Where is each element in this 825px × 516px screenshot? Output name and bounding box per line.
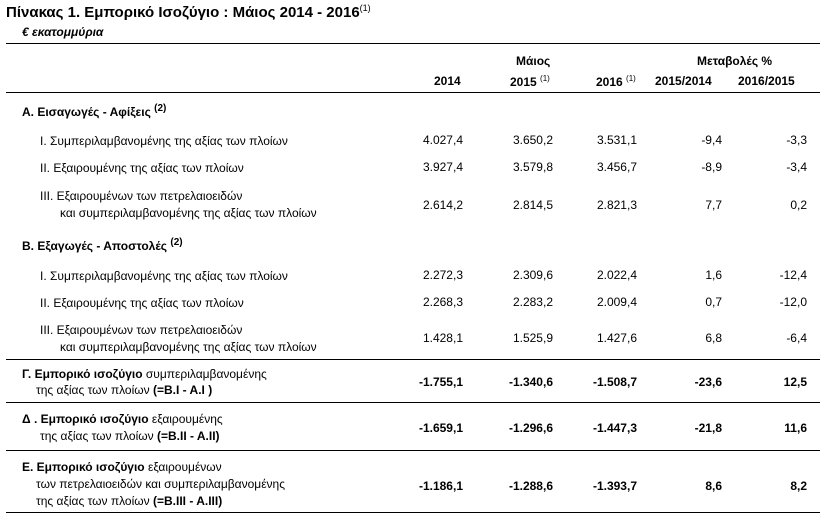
- row-label: ΙΙΙ. Εξαιρουμένων των πετρελαιοειδών: [40, 323, 243, 337]
- cell-change-1: 1,6: [705, 268, 722, 282]
- cell-2015: 1.525,9: [512, 331, 553, 345]
- header-change-2016-2015: 2016/2015: [738, 74, 795, 88]
- cell-change-1: 7,7: [705, 198, 722, 212]
- cell-2015: 3.579,8: [512, 160, 553, 174]
- row-label: ΙΙ. Εξαιρουμένης της αξίας των πλοίων: [40, 161, 244, 175]
- header-2015: 2015 (1): [510, 74, 550, 89]
- row-label: Γ. Εμπορικό ισοζύγιο συμπεριλαμβανομένης: [22, 367, 267, 381]
- cell-change-1: -9,4: [701, 133, 722, 147]
- cell-2016: -1.393,7: [592, 479, 637, 493]
- cell-change-2: -6,4: [786, 331, 807, 345]
- section-rule: [6, 402, 820, 403]
- cell-2016: -1.508,7: [592, 375, 637, 389]
- header-change: Μεταβολές %: [697, 54, 773, 68]
- cell-2016: 1.427,6: [596, 331, 637, 345]
- row-label-cont: της αξίας των πλοίων (=Β.ΙΙ - Α.ΙΙ): [40, 429, 220, 443]
- cell-change-1: -8,9: [701, 160, 722, 174]
- cell-change-1: -21,8: [694, 421, 722, 435]
- cell-change-2: 11,6: [784, 421, 807, 435]
- cell-2014: -1.755,1: [418, 375, 463, 389]
- cell-change-2: 8,2: [790, 479, 807, 493]
- cell-2014: 2.272,3: [422, 268, 463, 282]
- cell-change-1: 8,6: [705, 479, 722, 493]
- header-change-2015-2014: 2015/2014: [655, 74, 712, 88]
- cell-2014: 2.614,2: [422, 198, 463, 212]
- cell-change-1: 6,8: [705, 331, 722, 345]
- header-2014: 2014: [434, 74, 461, 88]
- section-rule: [6, 450, 820, 451]
- cell-change-1: 0,7: [705, 295, 722, 309]
- cell-2015: -1.288,6: [508, 479, 553, 493]
- cell-2014: -1.186,1: [418, 479, 463, 493]
- top-rule: [6, 43, 820, 44]
- cell-2014: 3.927,4: [422, 160, 463, 174]
- row-label-cont: των πετρελαιοειδών και συμπεριλαμβανομέν…: [36, 477, 286, 491]
- cell-change-2: -3,4: [786, 160, 807, 174]
- cell-2015: 2.309,6: [512, 268, 553, 282]
- section-b-title: Β. Εξαγωγές - Αποστολές (2): [22, 237, 183, 253]
- unit-label: € εκατομμύρια: [22, 25, 104, 39]
- cell-2014: 4.027,4: [422, 133, 463, 147]
- cell-change-2: 0,2: [790, 198, 807, 212]
- row-label: Δ . Εμπορικό ισοζύγιο εξαιρουμένης: [22, 412, 223, 426]
- cell-2015: 2.814,5: [512, 198, 553, 212]
- header-month: Μάιος: [516, 54, 551, 68]
- row-label-cont: της αξίας των πλοίων (=Β.ΙΙΙ - Α.ΙΙΙ): [36, 494, 223, 508]
- cell-2014: 1.428,1: [422, 331, 463, 345]
- cell-2014: 2.268,3: [422, 295, 463, 309]
- bottom-rule: [6, 512, 820, 513]
- cell-2016: 3.531,1: [596, 133, 637, 147]
- row-label-cont: και συμπεριλαμβανομένης της αξίας των πλ…: [60, 340, 317, 354]
- cell-2015: -1.296,6: [508, 421, 553, 435]
- cell-change-2: -12,4: [779, 268, 807, 282]
- header-rule: [6, 92, 820, 93]
- cell-change-2: 12,5: [783, 375, 807, 389]
- cell-2016: 2.821,3: [596, 198, 637, 212]
- cell-2016: 3.456,7: [596, 160, 637, 174]
- cell-change-1: -23,6: [694, 375, 722, 389]
- row-label: Ι. Συμπεριλαμβανομένης της αξίας των πλο…: [40, 269, 288, 283]
- cell-2016: -1.447,3: [592, 421, 637, 435]
- cell-2015: 2.283,2: [512, 295, 553, 309]
- cell-2016: 2.022,4: [596, 268, 637, 282]
- row-label: ΙΙΙ. Εξαιρουμένων των πετρελαιοειδών: [40, 189, 243, 203]
- section-rule: [6, 359, 820, 360]
- row-label: Ι. Συμπεριλαμβανομένης της αξίας των πλο…: [40, 134, 288, 148]
- cell-2016: 2.009,4: [596, 295, 637, 309]
- row-label: Ε. Εμπορικό ισοζύγιο εξαιρουμένων: [22, 460, 222, 474]
- header-2016: 2016 (1): [596, 74, 636, 89]
- table-title: Πίνακας 1. Εμπορικό Ισοζύγιο : Μάιος 201…: [6, 3, 371, 21]
- cell-change-2: -3,3: [786, 133, 807, 147]
- row-label-cont: και συμπεριλαμβανομένης της αξίας των πλ…: [60, 206, 317, 220]
- cell-2015: -1.340,6: [508, 375, 553, 389]
- cell-change-2: -12,0: [779, 295, 807, 309]
- row-label-cont: της αξίας των πλοίων (=Β.Ι - Α.Ι ): [36, 383, 213, 397]
- section-a-title: Α. Εισαγωγές - Αφίξεις (2): [22, 103, 167, 119]
- row-label: ΙΙ. Εξαιρουμένης της αξίας των πλοίων: [40, 296, 244, 310]
- cell-2015: 3.650,2: [512, 133, 553, 147]
- cell-2014: -1.659,1: [418, 421, 463, 435]
